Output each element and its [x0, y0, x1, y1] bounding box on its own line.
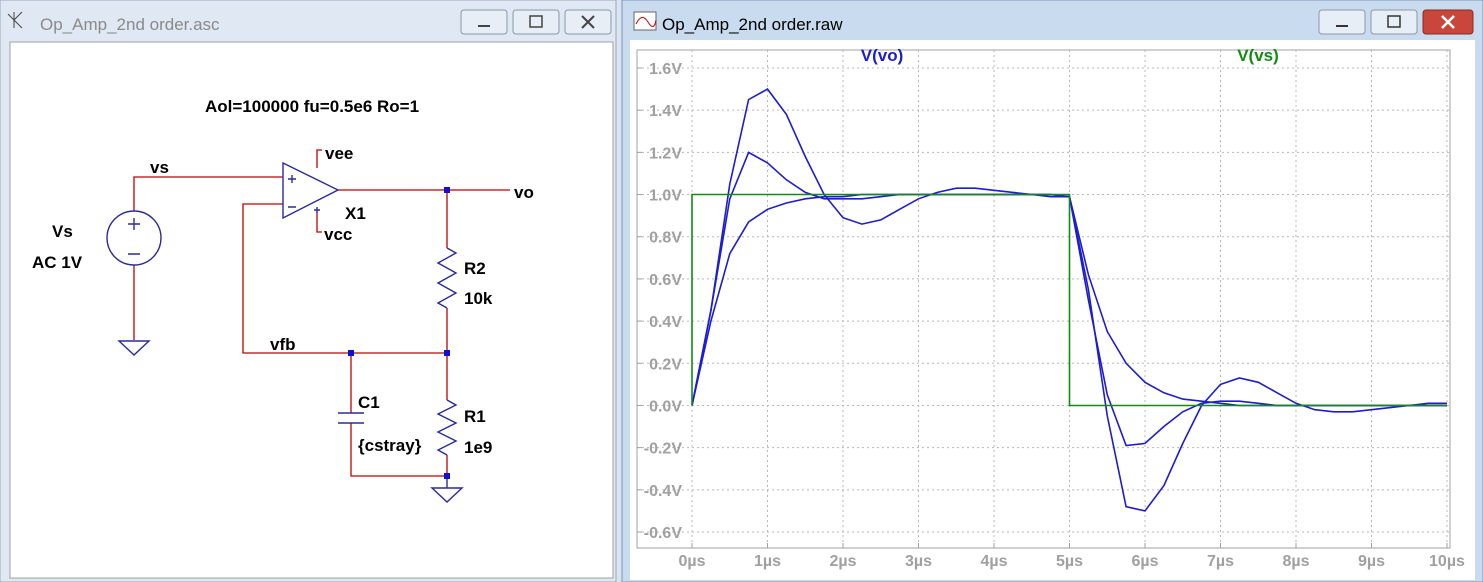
wire: [350, 353, 447, 477]
maximize-button[interactable]: [512, 9, 560, 35]
net-label: vo: [514, 183, 534, 202]
node: [444, 187, 450, 193]
capacitor: [338, 412, 364, 424]
x-tick-label: 4µs: [980, 553, 1007, 570]
x-tick-label: 9µs: [1358, 553, 1385, 570]
wire: [316, 149, 322, 168]
x-tick-label: 1µs: [754, 553, 781, 570]
y-tick-label: 1.6V: [649, 61, 682, 78]
ground: [117, 340, 151, 356]
plot-canvas: [630, 40, 1475, 580]
y-tick-label: 0.8V: [649, 230, 682, 247]
y-tick-label: 1.0V: [649, 188, 682, 205]
resistor: [436, 399, 458, 456]
series-line: [691, 193, 1447, 407]
x-tick-label: 10µs: [1429, 553, 1465, 570]
plot-frame: [636, 49, 1451, 549]
schematic-canvas: [9, 41, 614, 579]
op-amp: [282, 161, 340, 220]
component-name: Vs: [52, 222, 73, 241]
node: [348, 350, 354, 356]
wire: [242, 203, 447, 354]
window-icon: [7, 11, 23, 29]
window-icon-wave: [635, 17, 657, 27]
resistor: [436, 247, 458, 309]
component-name: R1: [464, 407, 486, 426]
close-icon: [581, 15, 595, 29]
schematic-window: Op_Amp_2nd order.asc Aol=100000 fu=0.5e6: [0, 0, 617, 582]
y-tick-label: 0.2V: [649, 356, 682, 373]
y-tick-label: -0.2V: [644, 441, 683, 458]
voltage-source: [106, 210, 162, 266]
node: [444, 350, 450, 356]
legend-entry: V(vs): [1237, 46, 1279, 65]
maximize-icon: [1387, 15, 1401, 28]
y-tick-label: 0.6V: [649, 272, 682, 289]
window-title: Op_Amp_2nd order.raw: [662, 15, 843, 34]
y-tick-label: 0.0V: [649, 398, 682, 415]
op-amp-pins: [288, 175, 320, 213]
x-tick-label: 2µs: [829, 553, 856, 570]
y-tick-label: 1.4V: [649, 103, 682, 120]
component-value: 1e9: [464, 438, 492, 457]
x-tick-label: 7µs: [1207, 553, 1234, 570]
wire: [316, 212, 322, 233]
component-name: C1: [358, 393, 380, 412]
net-label: vfb: [270, 335, 296, 354]
minimize-button[interactable]: [1318, 9, 1366, 35]
y-tick-label: -0.6V: [644, 525, 683, 542]
component-name: R2: [464, 259, 486, 278]
window-title: Op_Amp_2nd order.asc: [40, 15, 220, 34]
y-tick-label: -0.4V: [644, 483, 683, 500]
component-name: X1: [345, 204, 366, 223]
minimize-button[interactable]: [460, 9, 508, 35]
maximize-icon: [529, 15, 543, 28]
x-tick-label: 8µs: [1282, 553, 1309, 570]
x-tick-label: 3µs: [905, 553, 932, 570]
close-icon: [1441, 15, 1455, 29]
source-polarity: [128, 218, 140, 255]
spice-directive: Aol=100000 fu=0.5e6 Ro=1: [205, 97, 419, 116]
x-tick-label: 0µs: [678, 553, 705, 570]
plot-window: Op_Amp_2nd order.raw: [621, 0, 1483, 582]
x-tick-label: 6µs: [1131, 553, 1158, 570]
component-value: 10k: [464, 289, 493, 308]
net-label: vs: [150, 158, 169, 177]
y-tick-label: 0.4V: [649, 314, 682, 331]
y-tick-label: 1.2V: [649, 145, 682, 162]
wire: [133, 176, 283, 211]
net-label: vcc: [324, 225, 352, 244]
x-tick-label: 5µs: [1056, 553, 1083, 570]
net-label: vee: [325, 144, 353, 163]
component-value: AC 1V: [32, 253, 83, 272]
component-value: {cstray}: [358, 436, 422, 455]
maximize-button[interactable]: [1370, 9, 1418, 35]
node: [444, 473, 450, 479]
legend-entry: V(vo): [861, 46, 904, 65]
